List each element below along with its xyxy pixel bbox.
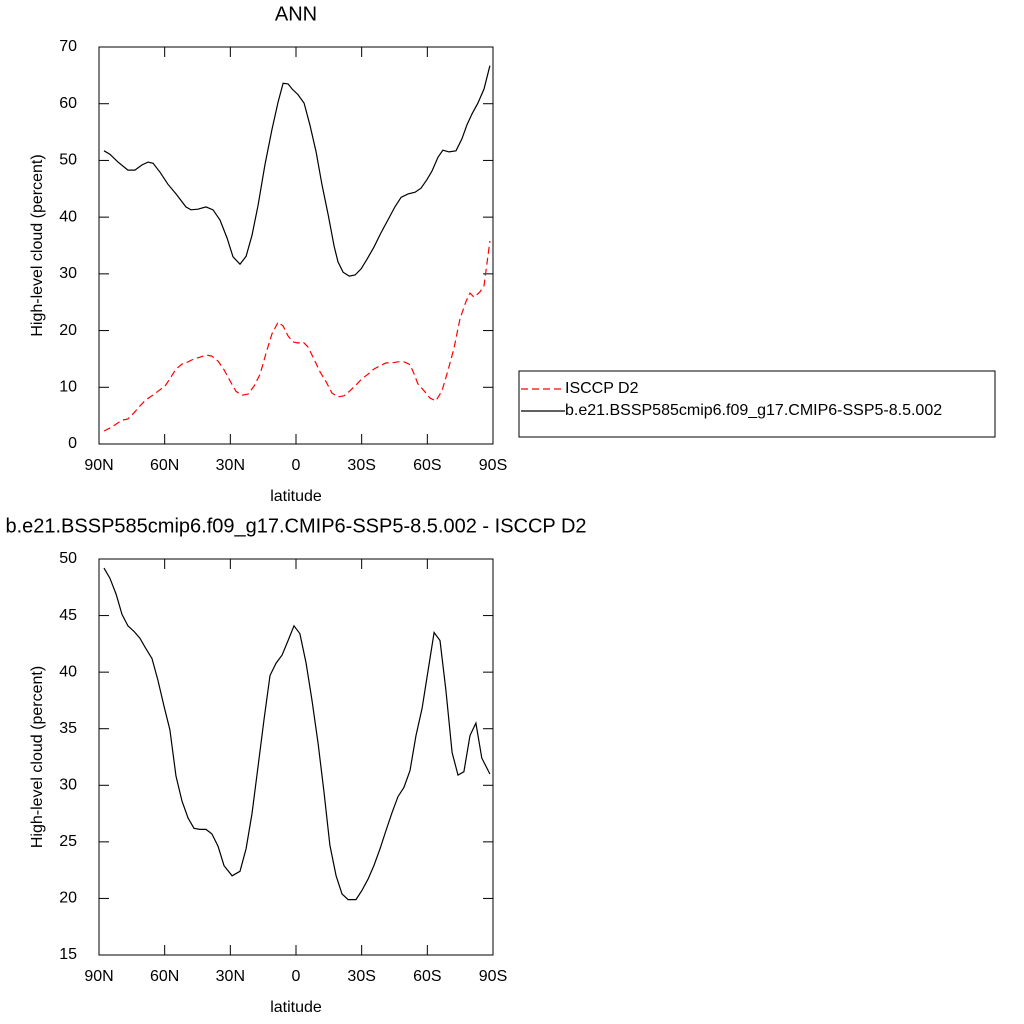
data-line bbox=[103, 65, 491, 277]
legend-label: ISCCP D2 bbox=[565, 380, 639, 397]
x-tick-label: 60S bbox=[413, 457, 441, 474]
y-tick-label: 50 bbox=[59, 550, 77, 567]
y-tick-label: 45 bbox=[59, 607, 77, 624]
y-tick-label: 15 bbox=[59, 946, 77, 963]
x-tick-label: 30N bbox=[216, 457, 245, 474]
y-tick-label: 30 bbox=[59, 265, 77, 282]
plot-frame bbox=[98, 558, 494, 956]
legend-box bbox=[518, 370, 996, 438]
legend-label: b.e21.BSSP585cmip6.f09_g17.CMIP6-SSP5-8.… bbox=[565, 402, 942, 419]
x-axis-label: latitude bbox=[270, 999, 322, 1016]
x-tick-label: 0 bbox=[292, 457, 301, 474]
y-tick-label: 40 bbox=[59, 208, 77, 225]
y-tick-label: 20 bbox=[59, 890, 77, 907]
y-tick-label: 20 bbox=[59, 322, 77, 339]
x-tick-label: 30N bbox=[216, 968, 245, 985]
x-tick-label: 60N bbox=[150, 968, 179, 985]
chart-title: ANN bbox=[275, 3, 317, 25]
x-tick-label: 90S bbox=[479, 457, 507, 474]
plot-frame bbox=[98, 46, 494, 445]
y-axis-label: High-level cloud (percent) bbox=[29, 666, 46, 848]
x-axis-label: latitude bbox=[270, 488, 322, 505]
y-tick-label: 40 bbox=[59, 663, 77, 680]
x-tick-label: 60N bbox=[150, 457, 179, 474]
data-line bbox=[103, 567, 491, 901]
x-tick-label: 30S bbox=[347, 457, 375, 474]
y-tick-label: 70 bbox=[59, 38, 77, 55]
y-tick-label: 0 bbox=[68, 435, 77, 452]
y-tick-label: 50 bbox=[59, 152, 77, 169]
x-tick-label: 30S bbox=[347, 968, 375, 985]
x-tick-label: 90N bbox=[84, 968, 113, 985]
x-tick-label: 60S bbox=[413, 968, 441, 985]
y-axis-label: High-level cloud (percent) bbox=[29, 154, 46, 336]
y-tick-label: 35 bbox=[59, 720, 77, 737]
y-tick-label: 60 bbox=[59, 95, 77, 112]
x-tick-label: 90N bbox=[84, 457, 113, 474]
data-line bbox=[103, 240, 491, 432]
y-tick-label: 25 bbox=[59, 833, 77, 850]
chart-title: b.e21.BSSP585cmip6.f09_g17.CMIP6-SSP5-8.… bbox=[5, 515, 586, 537]
x-tick-label: 90S bbox=[479, 968, 507, 985]
y-tick-label: 30 bbox=[59, 777, 77, 794]
y-tick-label: 10 bbox=[59, 379, 77, 396]
x-tick-label: 0 bbox=[292, 968, 301, 985]
